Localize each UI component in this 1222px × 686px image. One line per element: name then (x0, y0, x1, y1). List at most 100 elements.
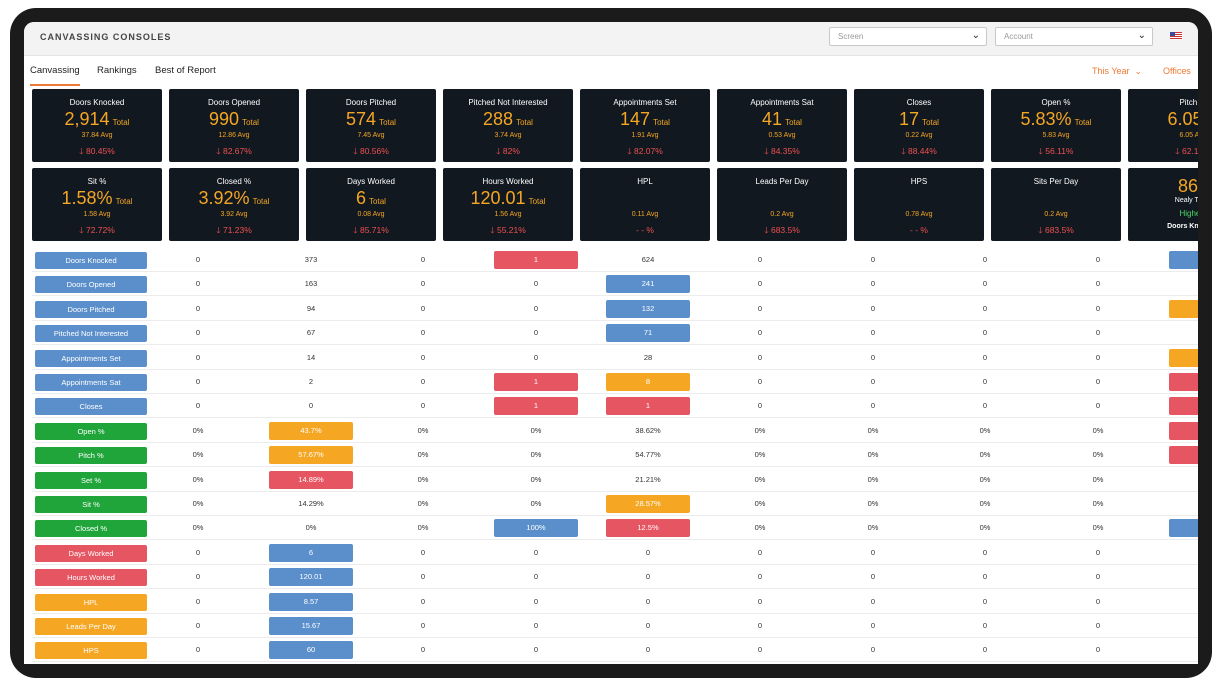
row-label-pitched-not-interested[interactable]: Pitched Not Interested (35, 325, 147, 343)
table-cell: 0 (982, 279, 988, 289)
tab-canvassing[interactable]: Canvassing (30, 65, 80, 86)
us-flag-icon[interactable] (1170, 32, 1182, 40)
table-cell: 0 (195, 352, 201, 362)
table-cell: 0 (1095, 645, 1101, 655)
leader-status: Highest (1179, 209, 1198, 218)
table-cell: 0 (870, 352, 876, 362)
row-label-hps[interactable]: HPS (35, 642, 147, 660)
card-value: 5.83% (1020, 109, 1072, 129)
row-label-hours-worked[interactable]: Hours Worked (35, 569, 147, 587)
card-change: 🡓 84.35% (764, 146, 800, 156)
card-change: - - % (910, 225, 928, 235)
account-select[interactable]: Account ⌄ (995, 27, 1153, 46)
table-cell: 0 (870, 303, 876, 313)
table-cell: 0 (645, 572, 651, 582)
card-avg: 0.11 Avg (631, 211, 659, 218)
offices-filter[interactable]: Offices (1163, 66, 1191, 76)
table-row: Leads Per Day 0 15.67 0 0 0 0 0 0 0 (32, 614, 1198, 638)
table-cell: 0% (530, 425, 542, 435)
chevron-down-icon: ⌄ (971, 30, 980, 41)
row-label-sit-pct[interactable]: Sit % (35, 496, 147, 513)
screen-select[interactable]: Screen ⌄ (829, 27, 987, 46)
stat-card-closes[interactable]: Closes 17 Total 0.22 Avg 🡓 88.44% (854, 89, 984, 162)
row-label-open-pct[interactable]: Open % (35, 422, 147, 440)
row-label-closed-pct[interactable]: Closed % (35, 520, 147, 538)
tab-rankings[interactable]: Rankings (97, 65, 137, 76)
row-label-days-worked[interactable]: Days Worked (35, 544, 147, 562)
card-avg: 7.45 Avg (357, 132, 385, 139)
table-cell: 0% (417, 474, 429, 484)
card-value: 6.05% (1167, 109, 1198, 129)
table-cell: 0% (1092, 425, 1104, 435)
table-row: Hours Worked 0 120.01 0 0 0 0 0 0 0 (32, 565, 1198, 590)
stat-card-doors-pitched[interactable]: Doors Pitched 574 Total 7.45 Avg 🡓 80.56% (306, 89, 436, 162)
stat-card-sit-pct[interactable]: Sit % 1.58% Total 1.58 Avg 🡓 72.72% (32, 168, 162, 241)
stat-card-days-worked[interactable]: Days Worked 6 Total 0.08 Avg 🡓 85.71% (306, 168, 436, 241)
period-filter[interactable]: This Year ⌄ (1092, 66, 1142, 77)
table-cell: 0 (757, 547, 763, 557)
stat-card-hpl[interactable]: HPL 0.11 Avg - - % (580, 168, 710, 241)
table-cell: 0% (192, 474, 204, 484)
card-value-row: 41 Total (717, 109, 847, 130)
card-label: Pitched Not Interested (468, 98, 548, 107)
card-label: Pitch % (1179, 98, 1198, 107)
row-label-pitch-pct[interactable]: Pitch % (35, 447, 147, 465)
stat-card-leader[interactable]: 865Nealy Tobin Highest Doors Knocked (1128, 168, 1198, 241)
card-change: 🡓 82.07% (627, 146, 663, 156)
card-label: Sit % (87, 177, 107, 186)
table-cell: 0 (1095, 303, 1101, 313)
stat-card-hps[interactable]: HPS 0.78 Avg - - % (854, 168, 984, 241)
row-label-doors-opened[interactable]: Doors Opened (35, 276, 147, 294)
card-label: Appointments Set (613, 98, 677, 107)
table-cell: 0 (533, 596, 539, 606)
stat-card-doors-opened[interactable]: Doors Opened 990 Total 12.86 Avg 🡓 82.67% (169, 89, 299, 162)
stat-card-closed-pct[interactable]: Closed % 3.92% Total 3.92 Avg 🡓 71.23% (169, 168, 299, 241)
card-label: Open % (1041, 98, 1071, 107)
table-cell: 0 (757, 328, 763, 338)
table-row: HPS 0 60 0 0 0 0 0 0 0 (32, 638, 1198, 663)
card-value: 1.58% (61, 188, 113, 208)
screen-select-placeholder: Screen (838, 32, 864, 41)
table-cell: 0% (867, 523, 879, 533)
card-change: 🡓 62.18% (1175, 146, 1198, 156)
table-cell: 0 (982, 547, 988, 557)
table-cell: 0 (420, 303, 426, 313)
row-label-set-pct[interactable]: Set % (35, 471, 147, 489)
row-label-leads-per-day[interactable]: Leads Per Day (35, 618, 147, 635)
stat-card-pitched-not-interested[interactable]: Pitched Not Interested 288 Total 3.74 Avg 🡓 … (443, 89, 573, 162)
stat-card-leads-per-day[interactable]: Leads Per Day 0.2 Avg 🡓 683.5% (717, 168, 847, 241)
table-cell: 0 (645, 621, 651, 630)
row-label-doors-knocked[interactable]: Doors Knocked (35, 252, 147, 269)
row-label-appointments-set[interactable]: Appointments Set (35, 349, 147, 367)
tab-best-of-report[interactable]: Best of Report (155, 65, 216, 76)
stat-card-sits-per-day[interactable]: Sits Per Day 0.2 Avg 🡓 683.5% (991, 168, 1121, 241)
row-label-appointments-sat[interactable]: Appointments Sat (35, 374, 147, 391)
stat-card-appointments-set[interactable]: Appointments Set 147 Total 1.91 Avg 🡓 82.07% (580, 89, 710, 162)
table-cell: 12.5% (606, 519, 690, 538)
table-cell: 0 (870, 621, 876, 630)
table-row: HPL 0 8.57 0 0 0 0 0 0 0 (32, 590, 1198, 614)
row-label-doors-pitched[interactable]: Doors Pitched (35, 300, 147, 318)
stat-card-pitch-pct[interactable]: Pitch % 6.05% 6.05 Avg 🡓 62.18% (1128, 89, 1198, 162)
card-avg: 0.08 Avg (357, 211, 385, 218)
card-label: HPL (637, 177, 653, 186)
row-label-closes[interactable]: Closes (35, 398, 147, 416)
table-cell: 0% (192, 523, 204, 533)
table-cell: 94 (306, 303, 316, 313)
table-row: Closed % 0% 0% 0% 100% 12.5% 0% 0% 0% 0% (32, 516, 1198, 541)
table-cell: 0% (1092, 499, 1104, 508)
table-cell: 0% (867, 499, 879, 508)
table-cell: 373 (304, 255, 318, 264)
card-value: 990 (209, 109, 240, 129)
table-cell: 0 (1095, 547, 1101, 557)
stat-card-open-pct[interactable]: Open % 5.83% Total 5.83 Avg 🡓 56.11% (991, 89, 1121, 162)
row-label-hpl[interactable]: HPL (35, 593, 147, 611)
table-cell: 0 (982, 303, 988, 313)
stat-card-hours-worked[interactable]: Hours Worked 120.01 Total 1.56 Avg 🡓 55.21% (443, 168, 573, 241)
card-avg: 0.2 Avg (1044, 211, 1068, 218)
table-cell: 0 (870, 279, 876, 289)
table-cell-clipped (1169, 421, 1198, 440)
stat-card-appointments-sat[interactable]: Appointments Sat 41 Total 0.53 Avg 🡓 84.35% (717, 89, 847, 162)
table-cell: 0 (1095, 596, 1101, 606)
stat-card-doors-knocked[interactable]: Doors Knocked 2,914 Total 37.84 Avg 🡓 80.45% (32, 89, 162, 162)
